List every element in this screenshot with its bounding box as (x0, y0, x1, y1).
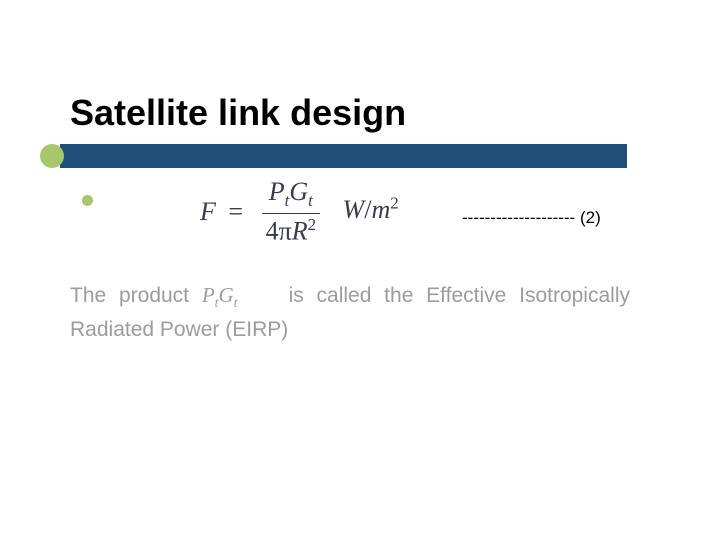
title-underline-cap (40, 144, 64, 168)
equals-sign: = (228, 197, 243, 227)
sym-R: R (292, 216, 308, 245)
equation-reference: -------------------- (2) (462, 208, 601, 228)
body-G: G (218, 283, 233, 307)
sym-4pi: 4π (266, 216, 292, 245)
page-title: Satellite link design (70, 92, 406, 134)
unit-m: m (371, 195, 390, 224)
formula-unit: W/m2 (343, 195, 399, 224)
title-underline-bar (60, 144, 627, 168)
eq-number: (2) (575, 208, 601, 227)
bullet-dot (82, 195, 93, 206)
body-P: P (202, 283, 215, 307)
formula-numerator: PtGt (262, 178, 320, 214)
unit-W: W (343, 195, 365, 224)
body-G-sub: t (234, 295, 238, 310)
body-ptgt: PtGt (202, 283, 238, 307)
sym-G: G (289, 177, 308, 206)
formula-lhs: F (200, 197, 216, 227)
formula-fraction: PtGt 4πR2 (262, 178, 320, 246)
sym-P: P (269, 177, 285, 206)
eq-dashes: -------------------- (462, 208, 575, 227)
formula-denominator: 4πR2 (262, 214, 320, 246)
body-pre: The product (70, 284, 202, 307)
sym-G-sub: t (308, 191, 313, 210)
unit-m-sup: 2 (390, 193, 398, 212)
flux-density-formula: F = PtGt 4πR2 W/m2 (200, 178, 399, 246)
eirp-definition-text: The product PtGt is called the Effective… (70, 280, 630, 345)
slide: Satellite link design F = PtGt 4πR2 W/m2… (0, 0, 720, 540)
sym-R-sup: 2 (308, 215, 316, 234)
